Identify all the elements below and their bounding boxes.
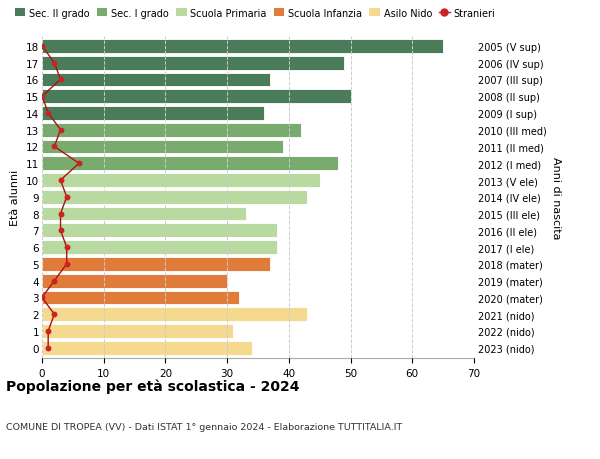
- Bar: [42, 291, 239, 305]
- Bar: [42, 190, 307, 204]
- Bar: [42, 257, 271, 271]
- Point: [56, 177, 65, 185]
- Point: [62, 261, 71, 268]
- Point: [43, 328, 53, 335]
- Bar: [42, 241, 277, 254]
- Point: [56, 210, 65, 218]
- Bar: [42, 174, 320, 187]
- Point: [50, 144, 59, 151]
- Bar: [42, 274, 227, 288]
- Point: [50, 311, 59, 318]
- Bar: [42, 56, 344, 70]
- Point: [43, 344, 53, 352]
- Bar: [42, 341, 252, 355]
- Point: [62, 244, 71, 251]
- Point: [56, 77, 65, 84]
- Bar: [42, 140, 283, 154]
- Y-axis label: Età alunni: Età alunni: [10, 169, 20, 225]
- Legend: Sec. II grado, Sec. I grado, Scuola Primaria, Scuola Infanzia, Asilo Nido, Stran: Sec. II grado, Sec. I grado, Scuola Prim…: [11, 5, 499, 22]
- Bar: [42, 73, 271, 87]
- Bar: [42, 123, 301, 137]
- Bar: [42, 90, 350, 104]
- Point: [43, 110, 53, 118]
- Point: [56, 127, 65, 134]
- Bar: [42, 207, 245, 221]
- Bar: [42, 224, 277, 238]
- Y-axis label: Anni di nascita: Anni di nascita: [551, 156, 561, 239]
- Point: [37, 93, 47, 101]
- Text: Popolazione per età scolastica - 2024: Popolazione per età scolastica - 2024: [6, 379, 299, 393]
- Point: [50, 277, 59, 285]
- Bar: [42, 107, 264, 121]
- Point: [50, 60, 59, 67]
- Bar: [42, 40, 443, 54]
- Point: [74, 160, 84, 168]
- Point: [37, 294, 47, 302]
- Point: [56, 227, 65, 235]
- Bar: [42, 325, 233, 338]
- Point: [37, 43, 47, 50]
- Point: [62, 194, 71, 201]
- Text: COMUNE DI TROPEA (VV) - Dati ISTAT 1° gennaio 2024 - Elaborazione TUTTITALIA.IT: COMUNE DI TROPEA (VV) - Dati ISTAT 1° ge…: [6, 422, 402, 431]
- Bar: [42, 308, 307, 321]
- Bar: [42, 157, 338, 171]
